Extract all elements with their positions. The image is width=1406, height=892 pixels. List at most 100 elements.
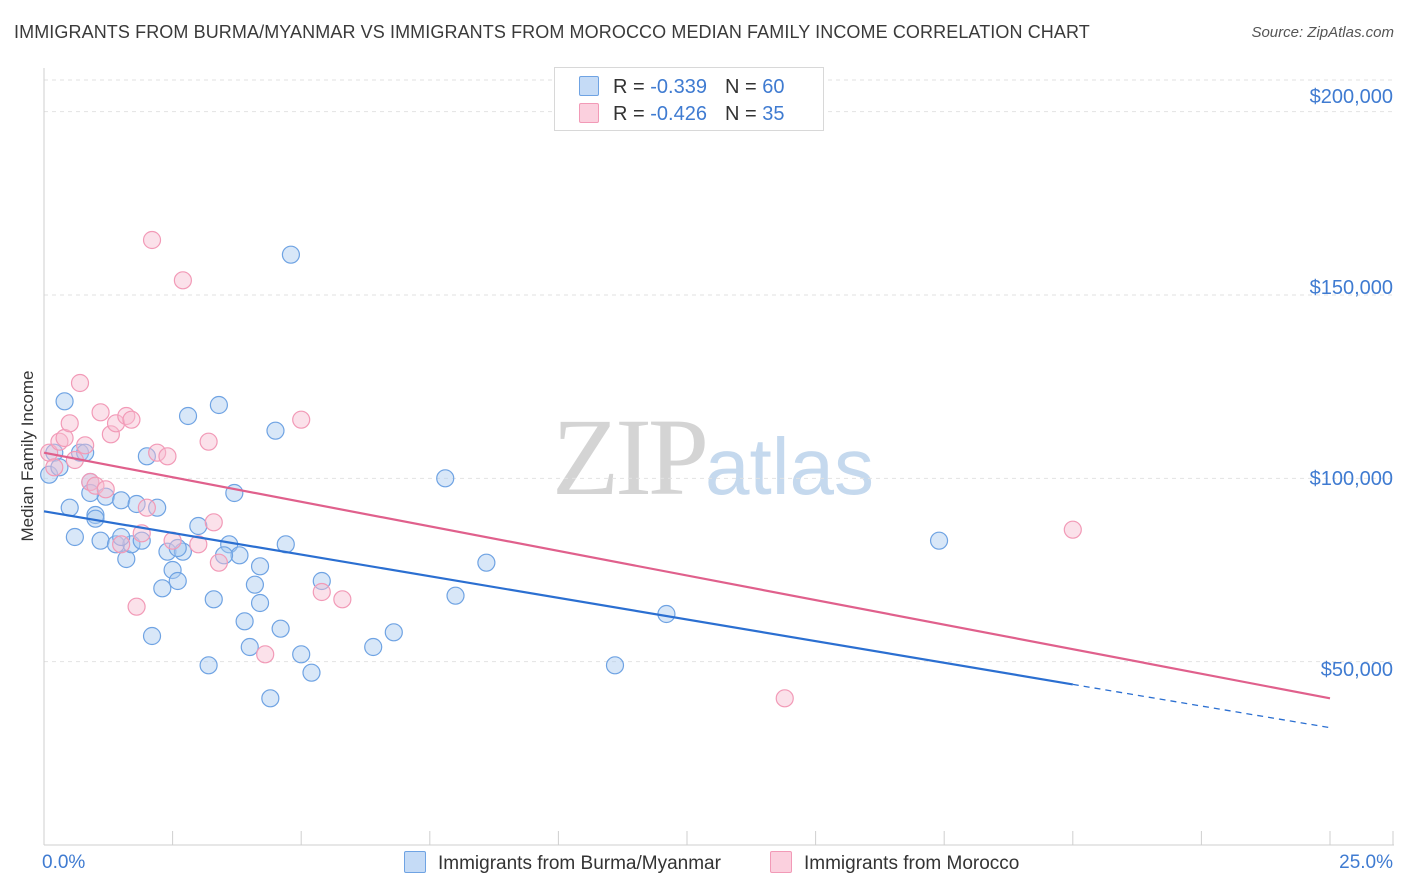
y-tick-label-50000: $50,000 [1320, 659, 1393, 681]
morocco-point-20 [142, 230, 162, 250]
morocco-point-32 [333, 590, 352, 609]
burma-point-59 [250, 593, 270, 613]
burma-point-41 [271, 619, 290, 638]
burma-point-27 [178, 406, 198, 426]
burma-point-52 [605, 656, 625, 675]
y-tick-label-150000: $150,000 [1309, 277, 1393, 299]
axes [43, 68, 1394, 846]
burma-point-56 [112, 527, 131, 547]
burma-point-45 [302, 663, 321, 682]
burma-point-2 [50, 458, 69, 477]
burma-point-40 [266, 421, 285, 440]
morocco-point-25 [189, 535, 208, 554]
legend-swatch-burma [579, 76, 599, 96]
burma-point-25 [168, 571, 187, 591]
chart-title: IMMIGRANTS FROM BURMA/MYANMAR VS IMMIGRA… [14, 22, 1090, 42]
morocco-point-27 [204, 513, 223, 532]
series-burma-points [40, 245, 949, 708]
burma-point-3 [55, 392, 74, 411]
legend-r-label: R = [613, 76, 651, 98]
gridlines [44, 79, 1394, 663]
burma-point-37 [245, 575, 265, 594]
burma-point-35 [235, 612, 254, 631]
morocco-point-12 [101, 425, 120, 444]
morocco-point-26 [199, 432, 218, 451]
burma-point-17 [127, 494, 146, 514]
bottom-legend-morocco[interactable]: Immigrants from Morocco [770, 851, 1019, 875]
legend-r-value-morocco: -0.426 [650, 103, 707, 125]
burma-point-20 [142, 626, 162, 646]
bottom-legend-swatch-morocco [770, 851, 792, 873]
trend-line-morocco [43, 451, 1331, 700]
bottom-legend-burma[interactable]: Immigrants from Burma/Myanmar [404, 851, 721, 875]
burma-point-23 [158, 542, 177, 561]
source-credit: Source: ZipAtlas.com [1251, 24, 1394, 41]
burma-point-31 [209, 395, 228, 415]
burma-point-49 [436, 469, 455, 488]
burma-point-36 [240, 637, 259, 657]
burma-point-44 [292, 645, 311, 664]
x-tick-label-max: 25.0% [1339, 852, 1393, 873]
burma-point-30 [204, 590, 223, 609]
legend-n-label: N = [724, 103, 763, 125]
y-axis-title: Median Family Income [18, 370, 37, 542]
morocco-point-30 [292, 410, 311, 429]
morocco-point-16 [122, 410, 141, 429]
trend-line-burma [43, 510, 1073, 686]
burma-point-22 [153, 579, 172, 598]
burma-point-18 [132, 531, 151, 550]
morocco-point-24 [173, 271, 192, 290]
morocco-point-22 [158, 447, 177, 466]
morocco-point-9 [86, 476, 105, 495]
legend-n-label: N = [724, 76, 763, 98]
bottom-legend-label-morocco: Immigrants from Morocco [804, 853, 1020, 874]
watermark-zip: ZIP [552, 396, 709, 518]
burma-point-34 [230, 546, 249, 565]
morocco-point-6 [70, 373, 90, 393]
morocco-point-31 [312, 582, 331, 602]
y-tick-label-200000: $200,000 [1309, 86, 1393, 108]
legend-r-label: R = [613, 103, 651, 125]
morocco-point-29 [256, 645, 275, 664]
y-tick-label-100000: $100,000 [1309, 468, 1393, 490]
morocco-point-4 [60, 414, 79, 433]
legend-n-value-morocco: 35 [762, 103, 785, 125]
bottom-legend-label-burma: Immigrants from Burma/Myanmar [438, 853, 721, 874]
morocco-point-28 [209, 553, 228, 572]
burma-point-43 [281, 245, 301, 264]
burma-point-14 [112, 491, 131, 510]
morocco-point-34 [1063, 520, 1082, 539]
burma-point-47 [364, 637, 383, 657]
burma-point-48 [384, 623, 403, 642]
burma-point-39 [261, 689, 280, 708]
watermark: ZIPatlas [552, 402, 874, 512]
legend-n-value-burma: 60 [762, 76, 785, 98]
burma-point-11 [91, 531, 110, 550]
legend-row-morocco: R = -0.426 N = 35 [579, 103, 784, 127]
x-tick-label-min: 0.0% [42, 852, 86, 873]
legend-r-value-burma: -0.339 [650, 76, 707, 98]
burma-point-19 [137, 447, 156, 466]
burma-point-38 [250, 557, 270, 576]
legend-swatch-morocco [579, 103, 599, 123]
trend-lines [43, 451, 1331, 729]
morocco-point-21 [148, 443, 167, 462]
burma-point-24 [163, 560, 182, 580]
morocco-point-11 [96, 480, 115, 499]
burma-point-28 [189, 516, 208, 536]
morocco-point-10 [91, 403, 110, 422]
morocco-point-33 [775, 689, 794, 708]
burma-point-50 [446, 586, 465, 605]
burma-point-54 [929, 531, 949, 550]
legend-row-burma: R = -0.339 N = 60 [579, 76, 784, 100]
morocco-point-7 [76, 436, 95, 455]
burma-point-5 [65, 527, 84, 547]
correlation-legend: R = -0.339 N = 60 R = -0.426 N = 35 [554, 67, 824, 131]
morocco-point-19 [137, 498, 156, 517]
watermark-atlas: atlas [705, 422, 874, 511]
burma-point-21 [148, 498, 167, 517]
bottom-legend-swatch-burma [404, 851, 426, 873]
morocco-point-17 [127, 597, 146, 616]
burma-point-51 [477, 553, 496, 572]
